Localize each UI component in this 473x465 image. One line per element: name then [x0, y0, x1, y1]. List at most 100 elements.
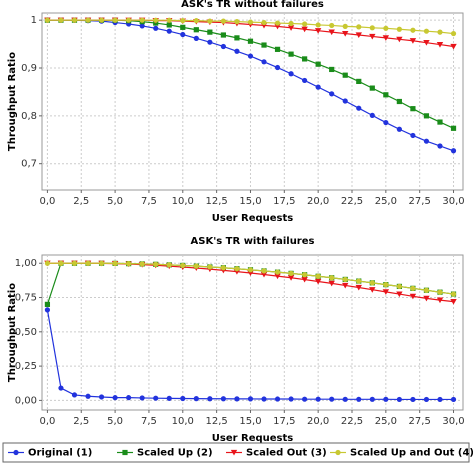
marker — [436, 297, 444, 304]
marker — [437, 143, 443, 149]
marker — [207, 18, 213, 24]
marker — [44, 17, 51, 23]
y-axis-label: Throughput Ratio — [7, 283, 18, 382]
marker — [314, 28, 322, 34]
marker — [315, 61, 321, 67]
marker — [261, 396, 267, 402]
y-tick-label: 0,25 — [15, 361, 37, 372]
marker — [180, 24, 186, 30]
marker — [329, 22, 335, 29]
marker — [234, 48, 240, 54]
marker — [450, 291, 457, 297]
marker — [450, 299, 457, 305]
marker — [274, 396, 281, 402]
marker — [274, 20, 281, 26]
marker — [98, 394, 105, 400]
x-tick-label: 12,5 — [205, 416, 227, 427]
marker — [274, 23, 281, 30]
marker — [437, 29, 443, 35]
marker — [139, 261, 145, 267]
marker — [356, 396, 362, 402]
x-tick-label: 5,0 — [107, 196, 123, 207]
marker — [234, 396, 240, 402]
y-tick-label: 0,9 — [21, 63, 37, 74]
marker — [423, 40, 430, 46]
legend-marker — [13, 449, 19, 456]
marker — [288, 51, 294, 57]
x-tick-label: 30,0 — [442, 416, 464, 427]
marker — [423, 287, 430, 293]
marker — [410, 396, 416, 403]
x-tick-label: 25,0 — [375, 416, 397, 427]
marker — [247, 267, 254, 273]
marker — [369, 112, 375, 118]
marker — [139, 17, 145, 23]
marker — [85, 393, 91, 399]
x-tick-label: 27,5 — [409, 416, 431, 427]
marker — [166, 262, 172, 268]
marker — [355, 32, 362, 39]
marker — [302, 77, 308, 84]
marker — [301, 26, 308, 33]
marker — [193, 27, 199, 33]
marker — [369, 85, 375, 91]
marker — [220, 32, 226, 38]
marker — [342, 396, 348, 402]
marker — [207, 39, 213, 45]
y-tick-label: 0,7 — [21, 159, 37, 170]
marker — [450, 148, 457, 154]
marker — [180, 18, 186, 24]
chart-title: ASK's TR with failures — [191, 236, 315, 247]
marker — [396, 291, 403, 298]
legend-label: Scaled Out (3) — [246, 448, 327, 459]
x-tick-label: 15,0 — [239, 196, 261, 207]
marker — [328, 280, 335, 287]
x-tick-label: 27,5 — [409, 196, 431, 207]
legend-label: Scaled Up and Out (4) — [350, 448, 473, 459]
marker — [71, 260, 78, 266]
marker — [112, 17, 118, 23]
marker — [423, 295, 430, 302]
x-tick-label: 17,5 — [273, 416, 295, 427]
marker — [356, 278, 362, 284]
marker — [261, 59, 267, 65]
marker — [112, 395, 118, 401]
marker — [261, 19, 267, 26]
marker — [342, 72, 348, 78]
marker — [369, 33, 376, 40]
marker — [383, 119, 389, 126]
marker — [288, 20, 294, 27]
y-tick-label: 0,75 — [15, 293, 37, 304]
marker — [153, 395, 159, 401]
marker — [207, 396, 213, 402]
marker — [382, 35, 390, 41]
marker — [126, 17, 132, 23]
marker — [356, 105, 362, 111]
y-axis-label: Throughput Ratio — [7, 52, 18, 151]
marker — [274, 269, 281, 275]
marker — [342, 23, 348, 29]
marker — [314, 278, 322, 285]
marker — [369, 25, 375, 31]
marker — [112, 260, 118, 266]
x-tick-label: 20,0 — [307, 196, 329, 207]
marker — [396, 98, 402, 105]
y-tick-label: 0,50 — [15, 327, 37, 338]
marker — [329, 66, 335, 73]
plot-area — [41, 254, 464, 411]
marker — [153, 25, 159, 31]
marker — [410, 106, 416, 112]
marker — [153, 17, 159, 23]
x-tick-label: 20,0 — [307, 416, 329, 427]
marker — [410, 27, 416, 33]
marker — [58, 385, 64, 391]
x-tick-label: 30,0 — [442, 196, 464, 207]
marker — [58, 17, 64, 23]
marker — [302, 396, 308, 402]
x-tick-label: 0,0 — [39, 416, 55, 427]
x-axis-label: User Requests — [212, 433, 294, 444]
marker — [180, 262, 186, 269]
marker — [396, 26, 402, 32]
marker — [166, 395, 172, 401]
marker — [342, 98, 348, 104]
